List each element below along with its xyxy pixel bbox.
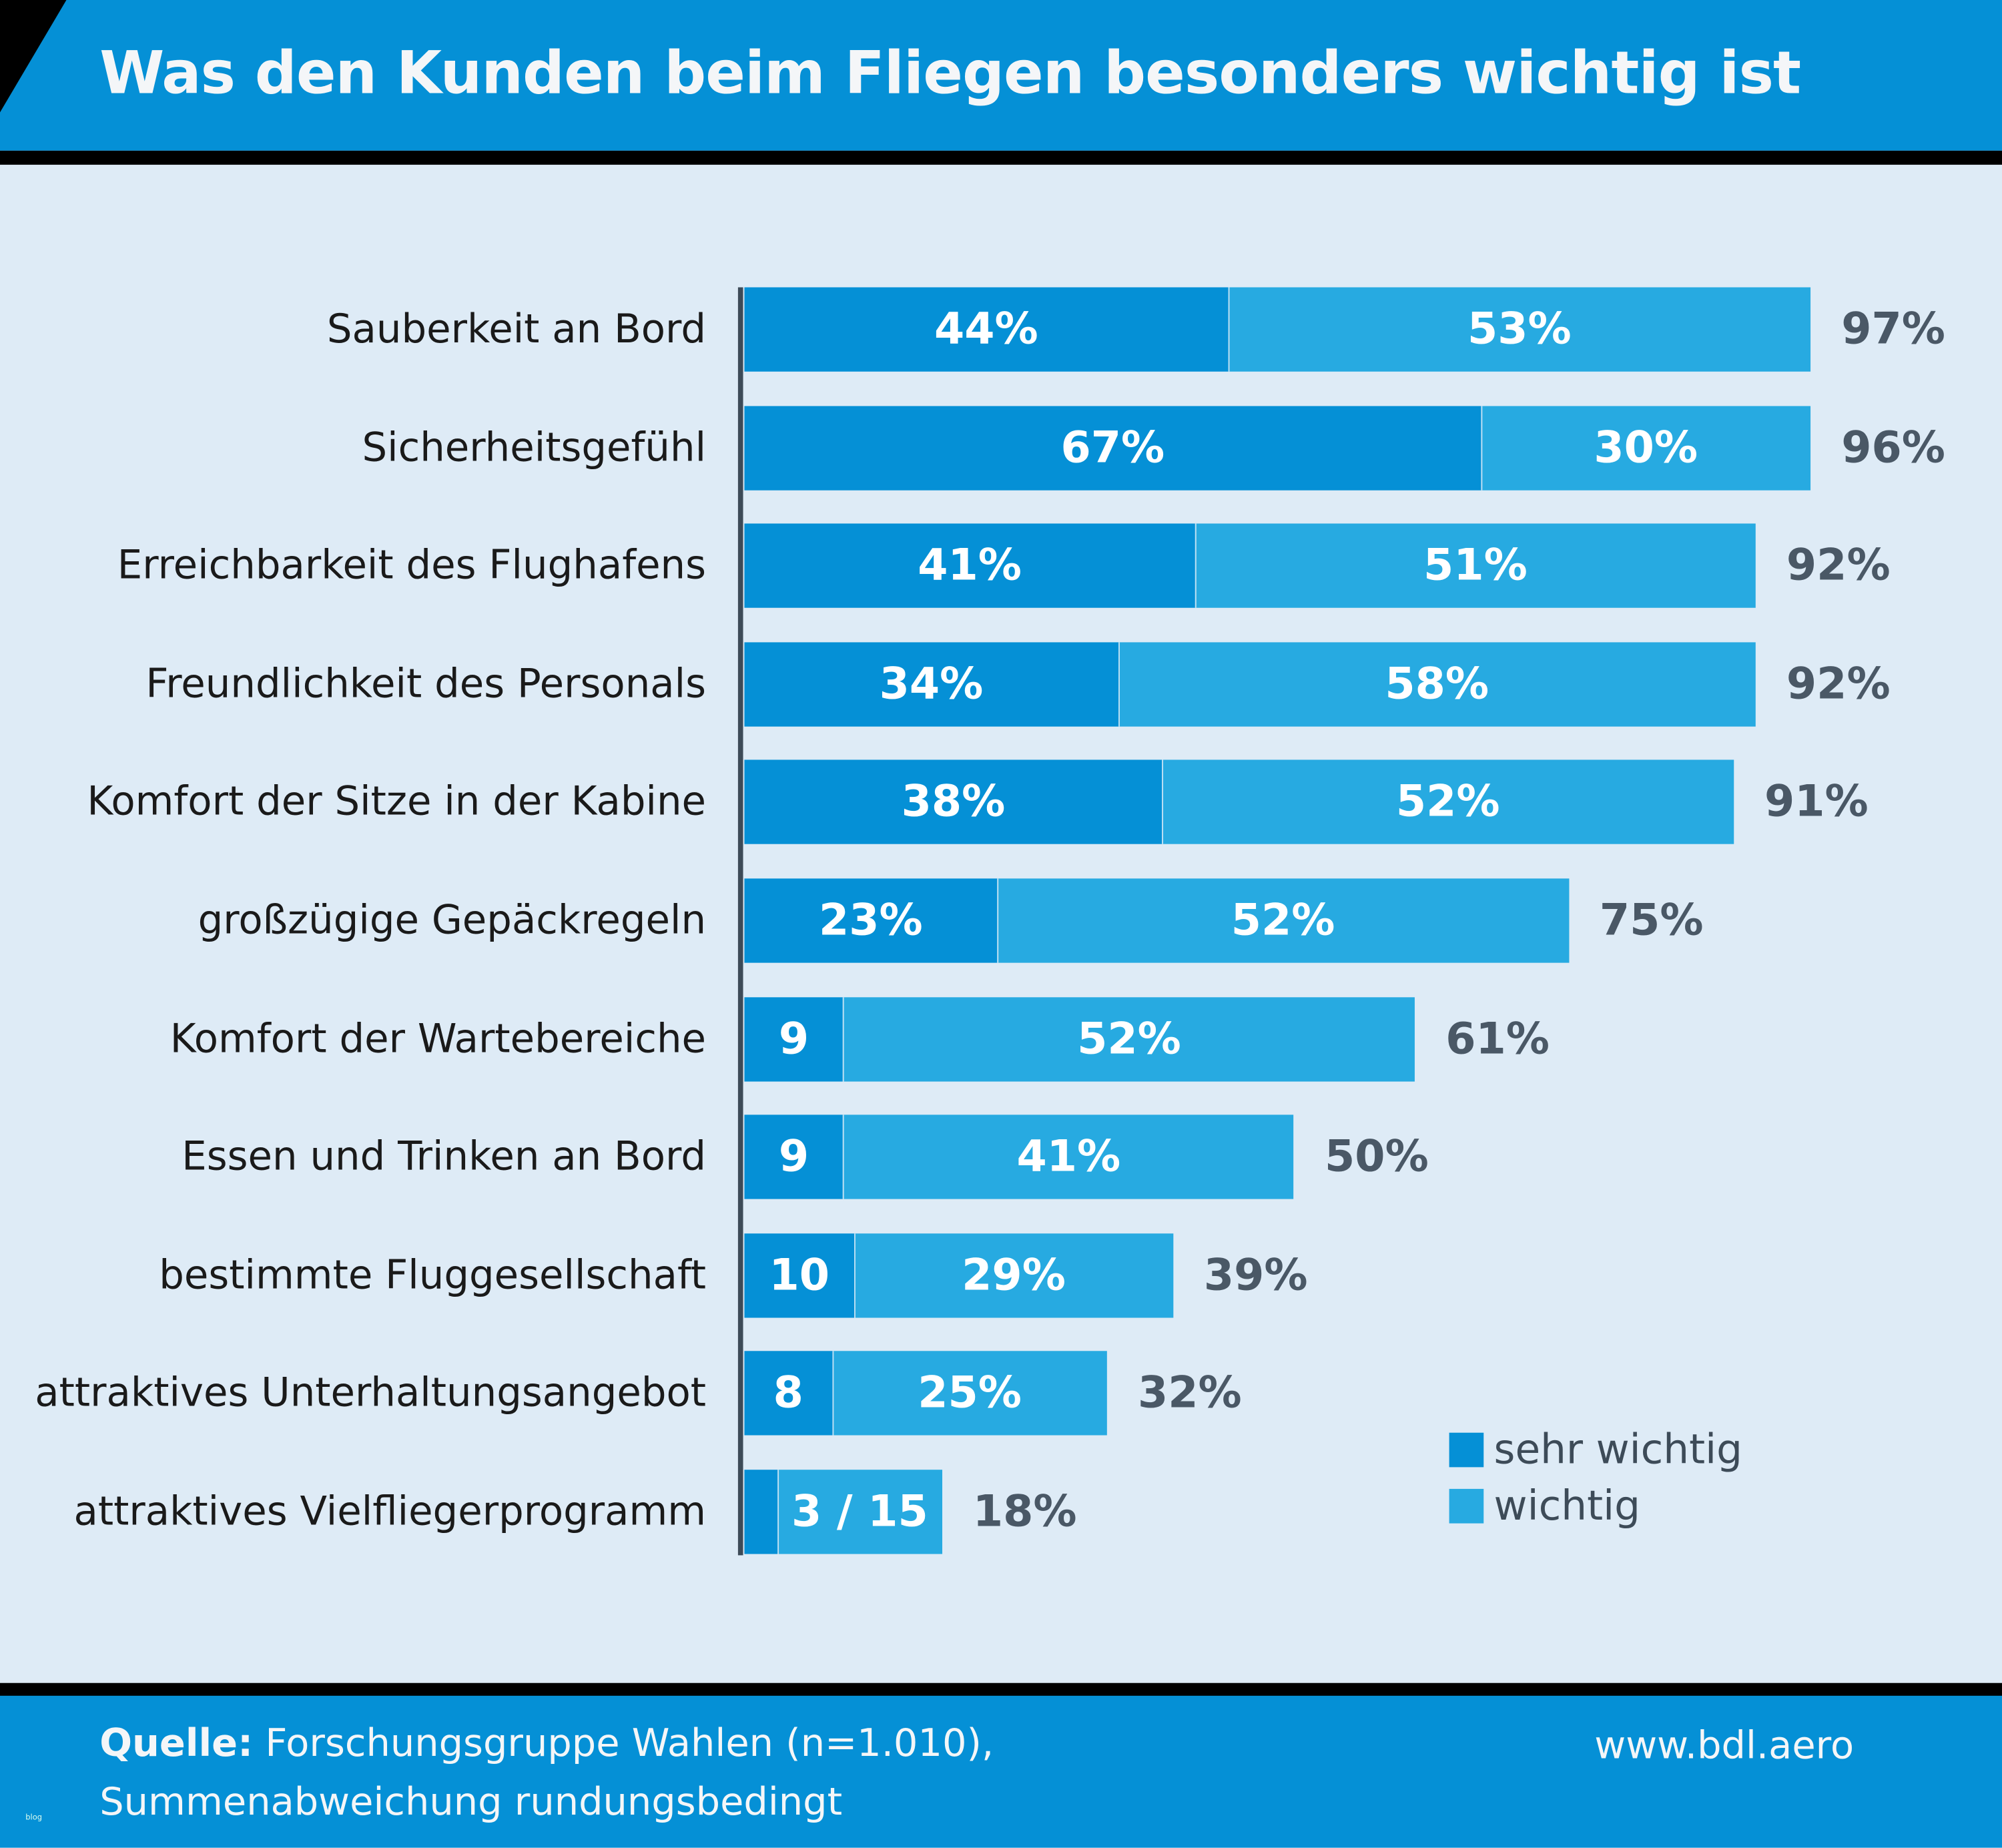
value-label-wichtig: 29% (962, 1249, 1066, 1301)
category-label: bestimmte Fluggesellschaft (159, 1252, 707, 1299)
legend-label-wichtig: wichtig (1493, 1481, 1640, 1530)
value-label-wichtig: 52% (1077, 1013, 1181, 1064)
source-label: Quelle: (99, 1721, 254, 1767)
category-label: Freundlichkeit des Personals (145, 661, 707, 707)
value-label-wichtig: 30% (1594, 422, 1698, 474)
bar-wichtig (777, 1470, 942, 1554)
value-label-wichtig: 3 / 15 (791, 1486, 928, 1538)
footer-divider (0, 1682, 2002, 1697)
bar-sehr-wichtig (744, 878, 998, 963)
value-label-wichtig: 41% (1016, 1131, 1121, 1183)
total-label: 18% (972, 1486, 1077, 1538)
value-label-sehr-wichtig (744, 1470, 777, 1554)
header-divider (0, 150, 2002, 165)
category-label: Sauberkeit an Bord (326, 306, 707, 353)
value-label-wichtig: 58% (1385, 658, 1489, 710)
footnote: Summenabweichung rundungsbedingt (99, 1780, 843, 1825)
category-label: großzügige Gepäckregeln (198, 898, 707, 944)
category-label: Sicherheitsgefühl (362, 424, 707, 471)
bar-sehr-wichtig (744, 1470, 777, 1554)
bar-wichtig (843, 1115, 1295, 1199)
chart-title: Was den Kunden beim Fliegen besonders wi… (99, 38, 1801, 107)
bar-wichtig (1118, 642, 1756, 727)
value-label-sehr-wichtig: 10 (769, 1249, 830, 1301)
value-label-sehr-wichtig: 44% (934, 304, 1038, 355)
value-label-sehr-wichtig: 8 (773, 1367, 803, 1420)
value-label-sehr-wichtig: 38% (901, 777, 1006, 828)
value-label-wichtig: 52% (1395, 777, 1500, 828)
value-label-sehr-wichtig: 23% (819, 895, 923, 946)
bar-sehr-wichtig (744, 996, 844, 1081)
bar-wichtig (997, 878, 1569, 963)
bar-wichtig (854, 1233, 1173, 1318)
header-banner: Was den Kunden beim Fliegen besonders wi… (0, 0, 2002, 151)
category-label: attraktives Unterhaltungsangebot (35, 1370, 707, 1417)
value-label-wichtig: 25% (918, 1367, 1022, 1420)
website-link[interactable]: www.bdl.aero (1594, 1723, 1855, 1769)
value-label-sehr-wichtig: 67% (1060, 422, 1165, 474)
total-label: 39% (1203, 1249, 1308, 1301)
total-label: 92% (1786, 540, 1891, 592)
bar-sehr-wichtig (744, 642, 1118, 727)
total-label: 92% (1786, 658, 1891, 710)
bar-sehr-wichtig (744, 523, 1195, 609)
bar-wichtig (843, 996, 1415, 1081)
bar-wichtig (1195, 523, 1756, 609)
category-label: Komfort der Sitze in der Kabine (87, 779, 707, 826)
source-text: Forschungsgruppe Wahlen (n=1.010), (253, 1721, 994, 1767)
category-label: Erreichbarkeit des Flughafens (117, 543, 707, 589)
total-label: 32% (1137, 1367, 1242, 1420)
bar-sehr-wichtig (744, 405, 1481, 490)
total-label: 96% (1841, 422, 1946, 474)
legend-swatch-sehr-wichtig (1449, 1432, 1484, 1468)
legend-label-sehr-wichtig: sehr wichtig (1493, 1425, 1742, 1474)
value-label-wichtig: 52% (1231, 895, 1335, 946)
total-label: 75% (1599, 895, 1704, 946)
value-label-wichtig: 53% (1467, 304, 1572, 355)
total-label: 91% (1764, 777, 1869, 828)
category-label: Essen und Trinken an Bord (182, 1134, 707, 1181)
corner-decoration (0, 0, 67, 113)
total-label: 97% (1841, 304, 1946, 355)
value-label-sehr-wichtig: 9 (778, 1013, 809, 1064)
value-label-wichtig: 51% (1423, 540, 1528, 592)
category-label: attraktives Vielfliegerprogramm (73, 1488, 707, 1535)
bar-sehr-wichtig (744, 1115, 844, 1199)
bar-wichtig (832, 1351, 1108, 1436)
total-label: 50% (1325, 1131, 1429, 1183)
bar-sehr-wichtig (744, 1233, 855, 1318)
footer: blog Quelle: Forschungsgruppe Wahlen (n=… (0, 1695, 2002, 1848)
category-label: Komfort der Wartebereiche (170, 1016, 707, 1062)
bar-sehr-wichtig (744, 1351, 833, 1436)
bar-sehr-wichtig (744, 287, 1229, 372)
legend-swatch-wichtig (1449, 1488, 1484, 1524)
value-label-sehr-wichtig: 9 (778, 1131, 809, 1183)
source-line: Quelle: Forschungsgruppe Wahlen (n=1.010… (99, 1721, 994, 1766)
total-label: 61% (1445, 1013, 1550, 1064)
bar-wichtig (1481, 405, 1811, 490)
bar-sehr-wichtig (744, 760, 1162, 845)
bar-wichtig (1228, 287, 1811, 372)
bar-wichtig (1162, 760, 1734, 845)
watermark: blog (25, 1813, 43, 1823)
value-label-sehr-wichtig: 34% (879, 658, 984, 710)
y-axis-line (737, 287, 743, 1556)
value-label-sehr-wichtig: 41% (918, 540, 1022, 592)
